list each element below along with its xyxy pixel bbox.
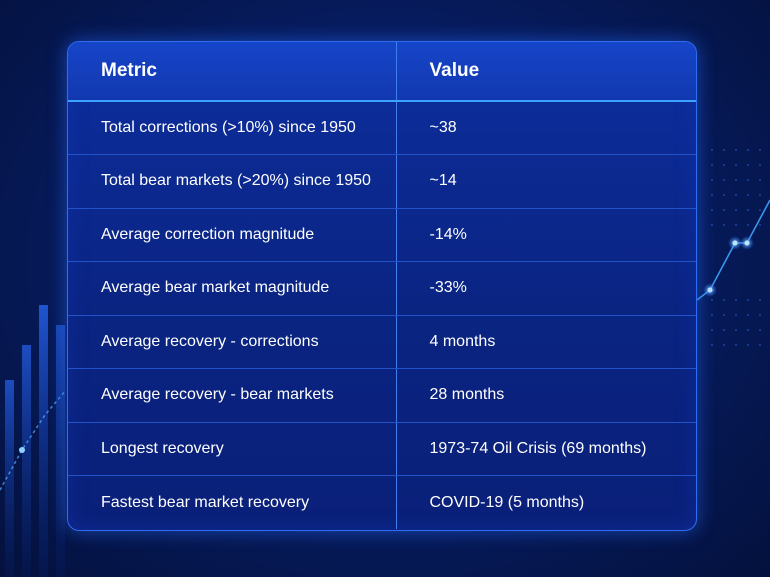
table-row: Average bear market magnitude -33% — [68, 261, 696, 316]
table-row: Average recovery - corrections 4 months — [68, 315, 696, 369]
metric-cell: Average recovery - corrections — [68, 315, 396, 369]
table-row: Fastest bear market recovery COVID-19 (5… — [68, 475, 696, 529]
decorative-dot-grid — [711, 149, 761, 346]
metric-cell: Average bear market magnitude — [68, 261, 396, 316]
value-cell: ~14 — [395, 154, 696, 209]
decorative-trend-line-left — [0, 389, 67, 491]
metric-cell: Longest recovery — [68, 422, 396, 476]
table-row: Total bear markets (>20%) since 1950 ~14 — [68, 154, 696, 209]
table-row: Total corrections (>10%) since 1950 ~38 — [68, 101, 696, 155]
value-cell: -14% — [395, 208, 696, 262]
metric-cell: Fastest bear market recovery — [101, 493, 310, 511]
metric-cell: Average recovery - bear markets — [68, 368, 396, 423]
decorative-trend-line-right — [696, 199, 770, 301]
table-header-row: Metric Value — [68, 42, 696, 102]
table-row: Longest recovery 1973-74 Oil Crisis (69 … — [68, 422, 696, 476]
decorative-bar-chart — [5, 305, 65, 577]
metrics-table: Metric Value Total corrections (>10%) si… — [68, 42, 696, 529]
value-cell: COVID-19 (5 months) — [395, 475, 696, 529]
value-cell: ~38 — [395, 101, 696, 155]
metric-cell: Total bear markets (>20%) since 1950 — [68, 154, 396, 209]
metrics-table-card: Metric Value Total corrections (>10%) si… — [67, 41, 697, 531]
value-cell: 1973-74 Oil Crisis (69 months) — [395, 422, 696, 476]
table-row: Average recovery - bear markets 28 month… — [68, 368, 696, 423]
column-header-value: Value — [395, 42, 696, 102]
value-cell: 28 months — [395, 368, 696, 423]
column-header-metric: Metric — [68, 42, 396, 102]
metric-cell: Total corrections (>10%) since 1950 — [68, 101, 396, 155]
value-cell: 4 months — [395, 315, 696, 369]
value-cell: -33% — [395, 261, 696, 316]
metric-cell: Average correction magnitude — [68, 208, 396, 262]
table-row: Average correction magnitude -14% — [68, 208, 696, 262]
